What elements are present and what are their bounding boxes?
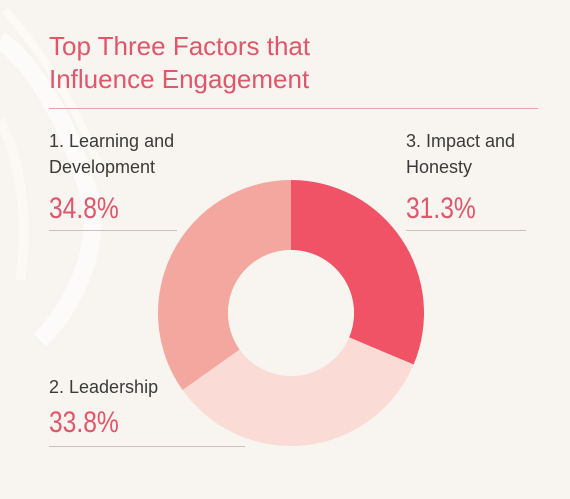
donut-slice-impact [291, 180, 424, 365]
slice-label-impact: 3. Impact and Honesty [406, 128, 515, 180]
slice-label-impact-line-1: 3. Impact and [406, 131, 516, 151]
label-divider-learning [49, 230, 177, 231]
slice-label-learning-line-2: Development [49, 157, 156, 177]
chart-title: Top Three Factors that Influence Engagem… [49, 30, 469, 96]
title-divider [49, 108, 538, 109]
slice-value-learning: 34.8% [49, 192, 119, 225]
donut-hole [228, 250, 354, 376]
slice-label-impact-line-2: Honesty [406, 157, 473, 177]
donut-slice-learning [158, 180, 291, 391]
slice-value-leadership: 33.8% [49, 406, 119, 439]
slice-value-impact: 31.3% [406, 192, 476, 225]
donut-slice-leadership [182, 337, 414, 447]
slice-label-learning: 1. Learning and Development [49, 128, 174, 180]
chart-title-line-1: Top Three Factors that [49, 31, 311, 61]
slice-label-leadership: 2. Leadership [49, 374, 158, 400]
label-divider-impact [406, 230, 526, 231]
slice-label-leadership-line-1: 2. Leadership [49, 377, 159, 397]
slice-label-learning-line-1: 1. Learning and [49, 131, 175, 151]
label-divider-leadership [49, 446, 245, 447]
chart-title-line-2: Influence Engagement [49, 64, 310, 94]
